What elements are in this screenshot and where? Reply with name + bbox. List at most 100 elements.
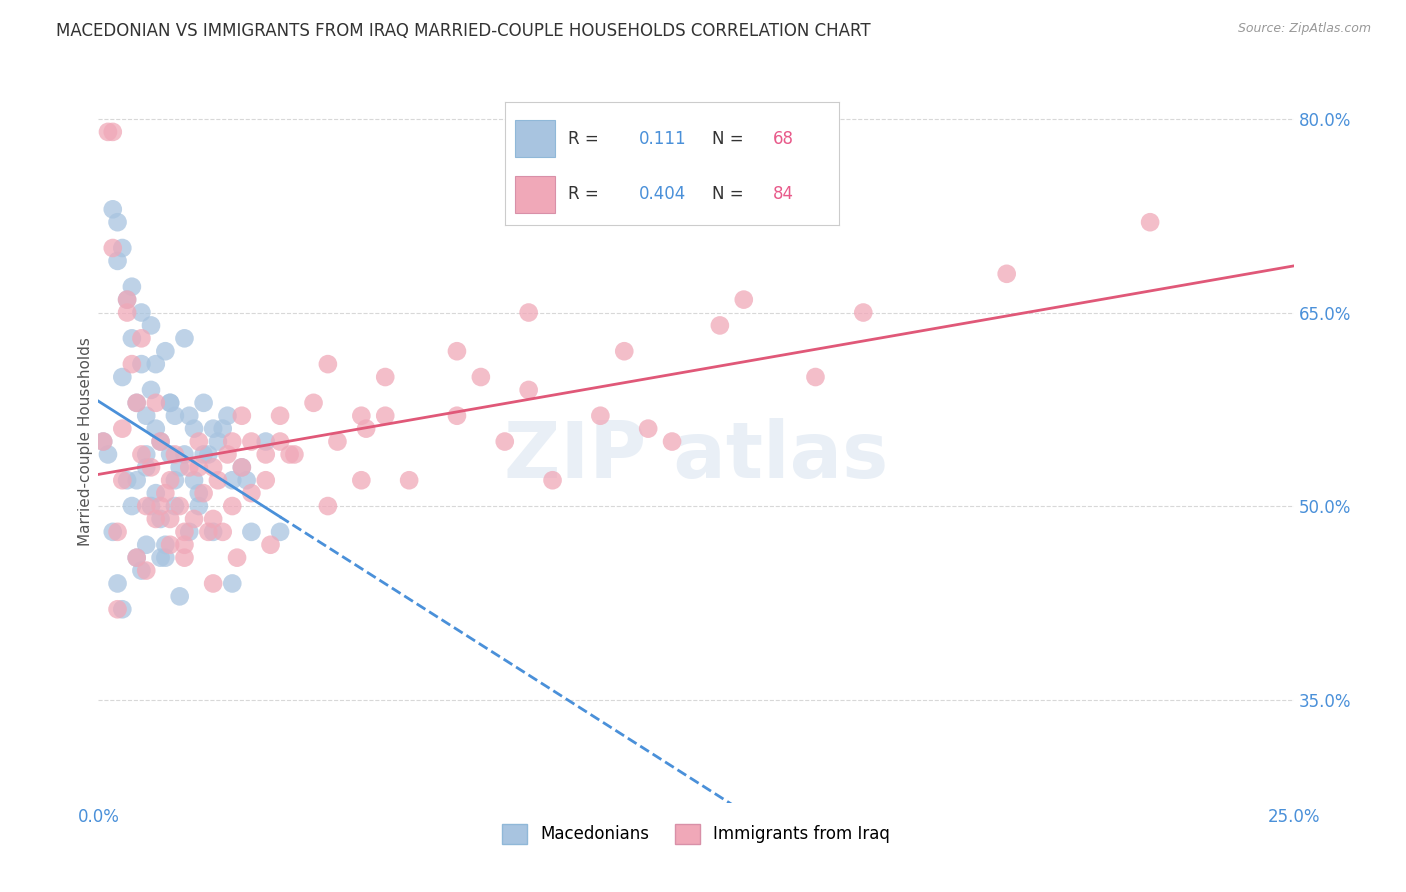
Point <box>121 357 143 371</box>
Legend: Macedonians, Immigrants from Iraq: Macedonians, Immigrants from Iraq <box>494 815 898 852</box>
Point <box>193 396 215 410</box>
Point <box>211 422 233 436</box>
Point <box>446 409 468 423</box>
Point <box>240 434 263 449</box>
Point <box>179 409 201 423</box>
Point <box>155 538 177 552</box>
Point <box>125 396 148 410</box>
Point <box>107 576 129 591</box>
Y-axis label: Married-couple Households: Married-couple Households <box>77 337 93 546</box>
Point <box>91 434 114 449</box>
Point <box>240 486 263 500</box>
Point <box>159 396 181 410</box>
Point <box>259 538 281 552</box>
Point <box>159 473 181 487</box>
Point <box>221 499 243 513</box>
Point <box>125 396 148 410</box>
Point <box>125 550 148 565</box>
Point <box>202 576 225 591</box>
Point <box>107 215 129 229</box>
Point <box>804 370 827 384</box>
Point <box>125 473 148 487</box>
Point <box>217 447 239 461</box>
Point <box>217 409 239 423</box>
Point <box>91 434 114 449</box>
Point <box>169 590 191 604</box>
Point <box>197 524 219 539</box>
Point <box>121 499 143 513</box>
Point <box>637 422 659 436</box>
Point <box>115 293 138 307</box>
Point <box>155 486 177 500</box>
Point <box>139 383 162 397</box>
Point <box>131 331 153 345</box>
Point <box>316 499 339 513</box>
Point <box>283 447 305 461</box>
Point <box>494 434 516 449</box>
Point <box>145 357 167 371</box>
Point <box>202 524 225 539</box>
Point <box>149 434 172 449</box>
Point <box>131 305 153 319</box>
Point <box>470 370 492 384</box>
Point <box>183 512 205 526</box>
Point <box>159 396 181 410</box>
Point <box>107 524 129 539</box>
Text: MACEDONIAN VS IMMIGRANTS FROM IRAQ MARRIED-COUPLE HOUSEHOLDS CORRELATION CHART: MACEDONIAN VS IMMIGRANTS FROM IRAQ MARRI… <box>56 22 870 40</box>
Point <box>155 550 177 565</box>
Point <box>131 357 153 371</box>
Point <box>221 434 243 449</box>
Point <box>231 460 253 475</box>
Point <box>163 447 186 461</box>
Text: ZIP atlas: ZIP atlas <box>503 418 889 494</box>
Point <box>354 422 377 436</box>
Point <box>121 331 143 345</box>
Point <box>326 434 349 449</box>
Point <box>193 447 215 461</box>
Text: Source: ZipAtlas.com: Source: ZipAtlas.com <box>1237 22 1371 36</box>
Point <box>145 422 167 436</box>
Point <box>187 434 209 449</box>
Point <box>131 564 153 578</box>
Point <box>202 512 225 526</box>
Point <box>101 241 124 255</box>
Point <box>193 486 215 500</box>
Point <box>101 524 124 539</box>
Point <box>149 499 172 513</box>
Point <box>145 396 167 410</box>
Point <box>661 434 683 449</box>
Point <box>135 409 157 423</box>
Point <box>139 460 162 475</box>
Point <box>135 499 157 513</box>
Point <box>135 564 157 578</box>
Point <box>101 125 124 139</box>
Point <box>111 602 134 616</box>
Point <box>235 473 257 487</box>
Point <box>135 460 157 475</box>
Point <box>374 409 396 423</box>
Point <box>187 499 209 513</box>
Point <box>111 370 134 384</box>
Point <box>202 460 225 475</box>
Point <box>197 447 219 461</box>
Point <box>145 486 167 500</box>
Point <box>179 524 201 539</box>
Point <box>202 422 225 436</box>
Point <box>111 241 134 255</box>
Point <box>221 576 243 591</box>
Point <box>139 318 162 333</box>
Point <box>240 524 263 539</box>
Point <box>163 409 186 423</box>
Point <box>173 447 195 461</box>
Point <box>350 473 373 487</box>
Point <box>316 357 339 371</box>
Point <box>97 125 120 139</box>
Point <box>231 409 253 423</box>
Point <box>111 473 134 487</box>
Point <box>159 538 181 552</box>
Point <box>221 473 243 487</box>
Point <box>733 293 755 307</box>
Point <box>231 460 253 475</box>
Point <box>398 473 420 487</box>
Point <box>155 344 177 359</box>
